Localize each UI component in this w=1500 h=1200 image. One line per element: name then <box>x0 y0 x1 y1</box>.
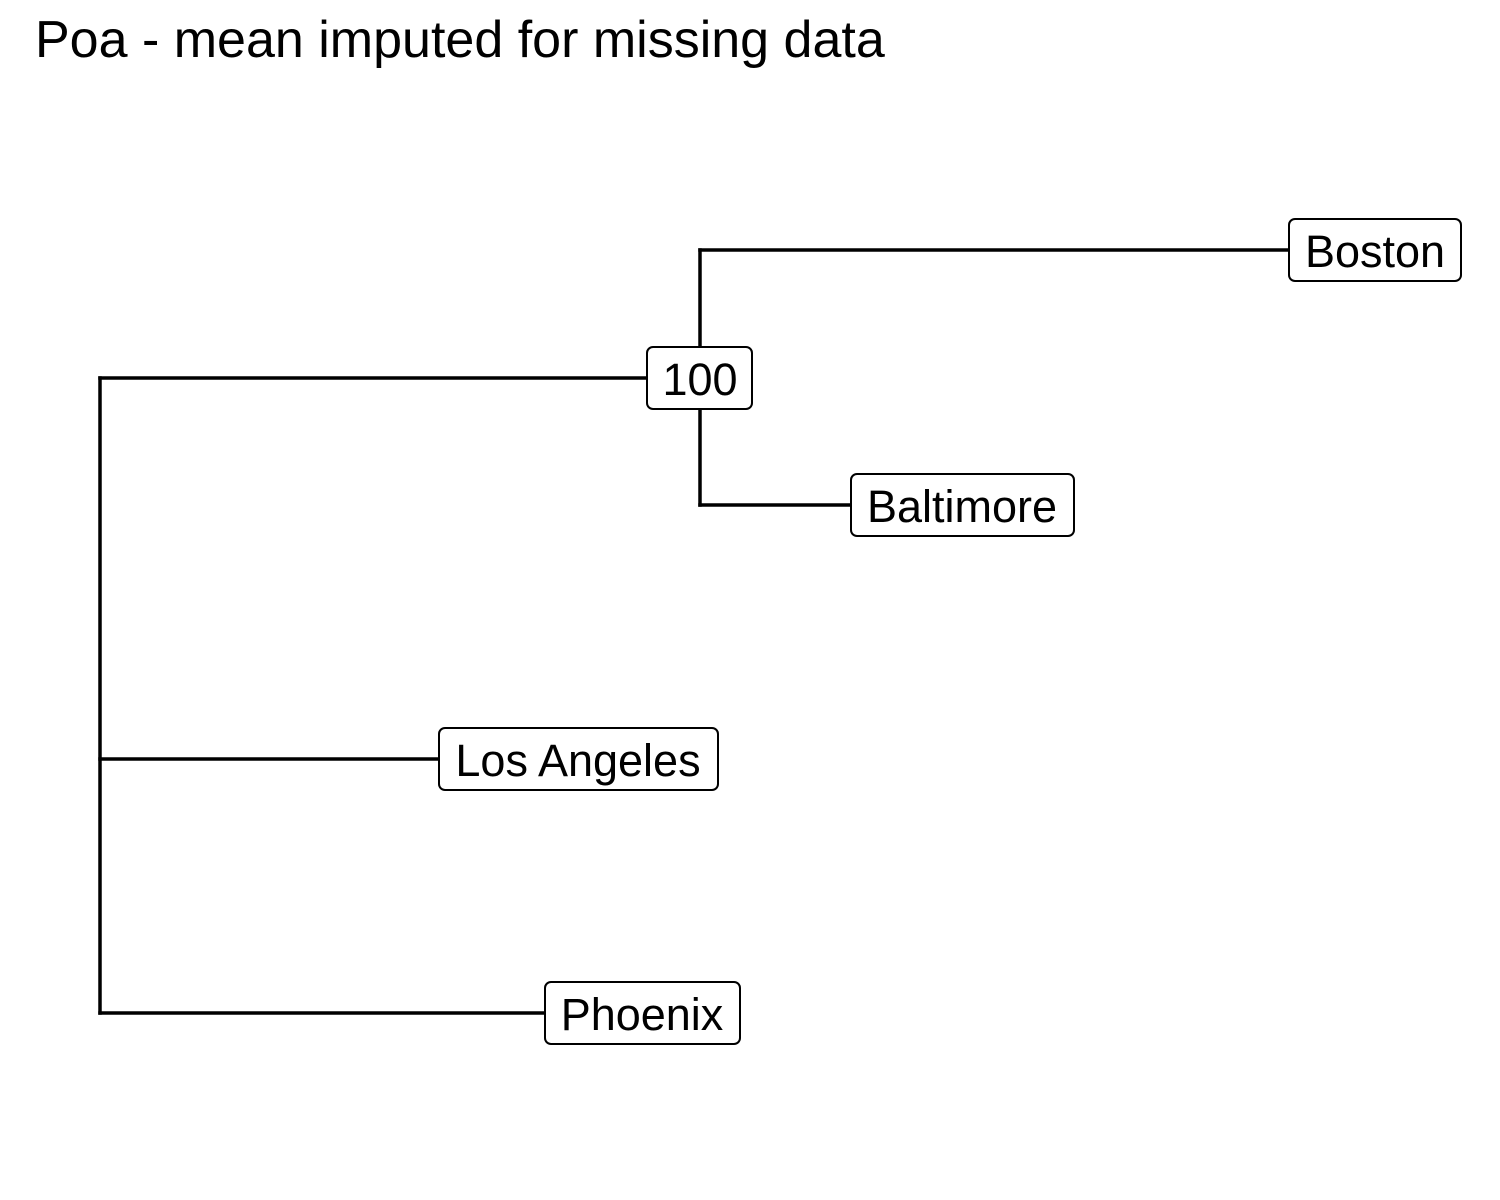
tip-label-box <box>544 981 741 1045</box>
tip-label-baltimore: Baltimore <box>850 473 1075 537</box>
tip-label-phoenix: Phoenix <box>544 981 741 1045</box>
tip-label-text: Boston <box>1305 226 1445 277</box>
tip-label-text: Los Angeles <box>455 735 700 786</box>
tip-label-box <box>850 473 1075 537</box>
tip-label-boston: Boston <box>1288 218 1462 282</box>
tip-label-text: Baltimore <box>867 481 1057 532</box>
node-label-clade-boston-baltimore: 100 <box>646 346 753 410</box>
node-label-box <box>646 346 753 410</box>
tip-label-text: Phoenix <box>561 989 724 1040</box>
tip-label-box <box>438 727 719 791</box>
tip-label-box <box>1288 218 1462 282</box>
bootstrap-support-label: 100 <box>662 354 737 405</box>
tip-label-los-angeles: Los Angeles <box>438 727 719 791</box>
plot-title: Poa - mean imputed for missing data <box>35 11 885 69</box>
